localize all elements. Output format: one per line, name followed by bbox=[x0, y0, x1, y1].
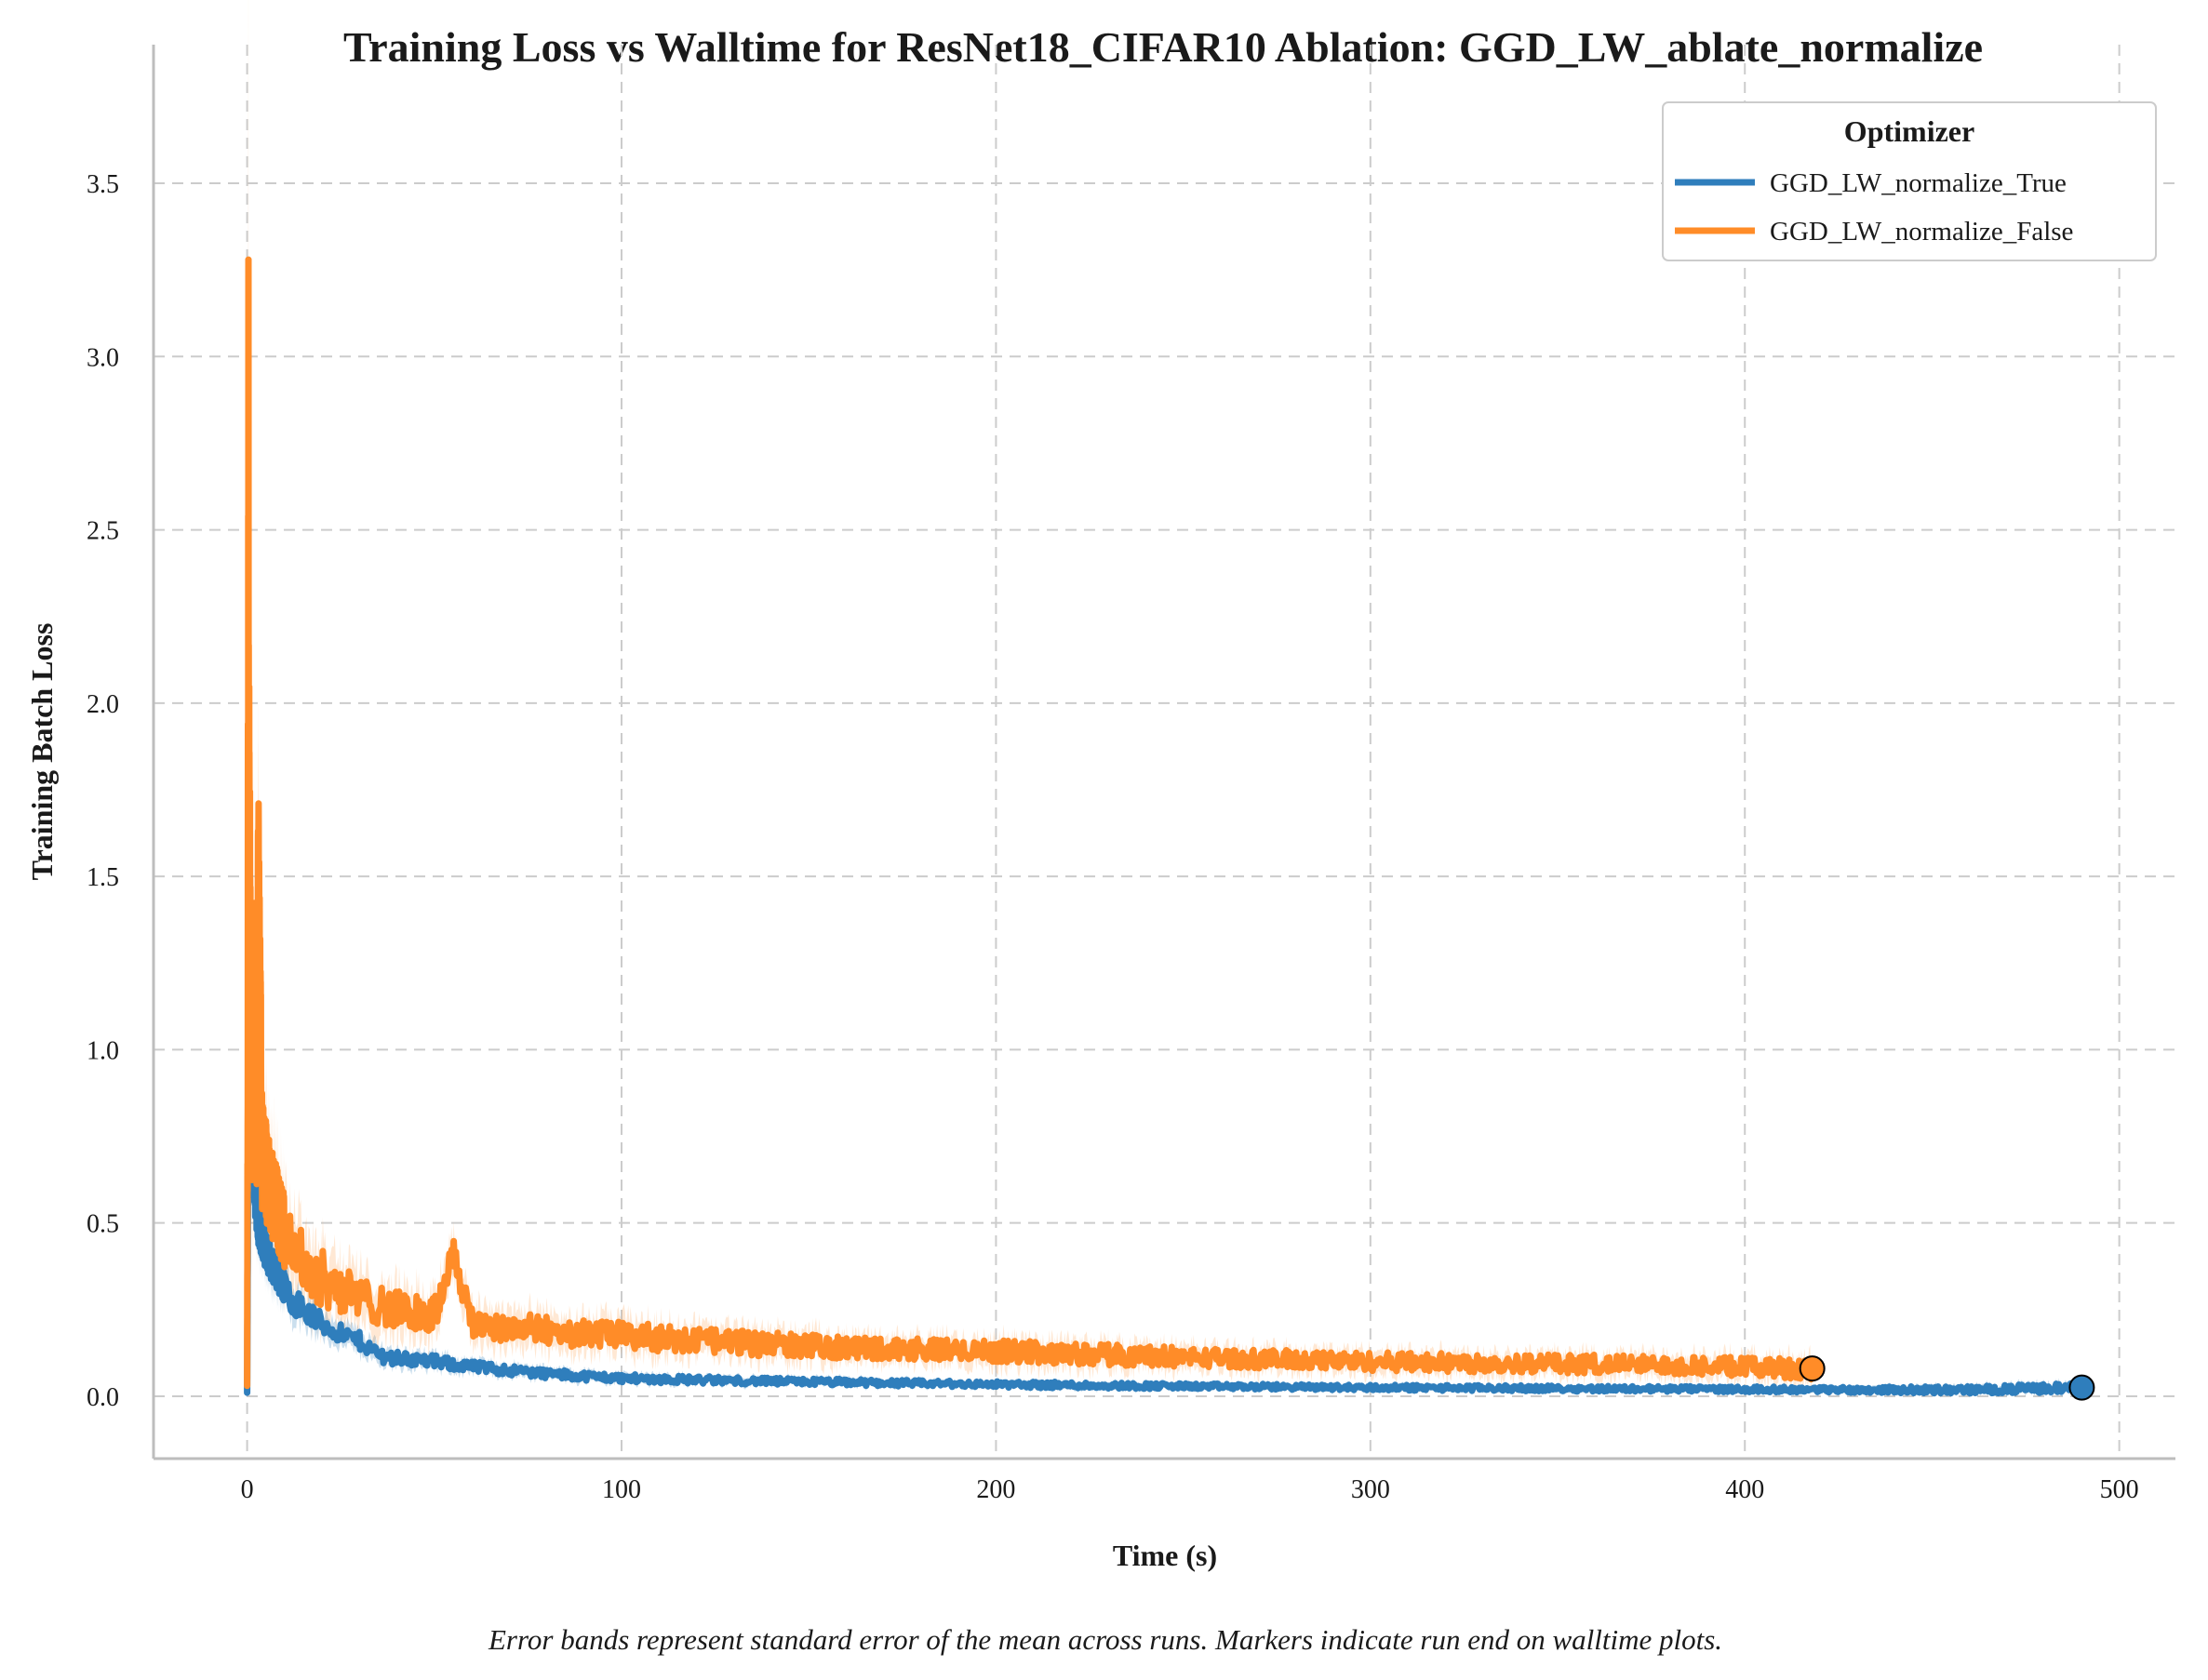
y-tick-label: 2.5 bbox=[87, 517, 119, 546]
run-end-markers bbox=[1799, 1355, 2095, 1401]
y-axis-label: Training Batch Loss bbox=[25, 623, 59, 881]
grid-lines bbox=[154, 45, 2175, 1459]
chart-title: Training Loss vs Walltime for ResNet18_C… bbox=[343, 23, 1983, 71]
x-axis-ticks: 0 100 200 300 400 500 bbox=[241, 1475, 2139, 1504]
series-line-1 bbox=[244, 256, 1816, 1390]
y-tick-label: 3.0 bbox=[87, 343, 119, 372]
y-tick-label: 0.5 bbox=[87, 1210, 119, 1239]
run-end-marker-0 bbox=[2068, 1374, 2095, 1401]
legend-label-true: GGD_LW_normalize_True bbox=[1770, 168, 2067, 198]
y-tick-label: 0.0 bbox=[87, 1383, 119, 1412]
x-tick-label: 0 bbox=[241, 1475, 254, 1504]
y-axis-ticks: 0.0 0.5 1.0 1.5 2.0 2.5 3.0 3.5 bbox=[87, 170, 119, 1412]
y-tick-label: 1.5 bbox=[87, 863, 119, 892]
y-tick-label: 3.5 bbox=[87, 170, 119, 199]
series-line-0 bbox=[244, 965, 2085, 1397]
error-band-1 bbox=[247, 0, 1813, 1396]
x-tick-label: 100 bbox=[602, 1475, 641, 1504]
legend: Optimizer GGD_LW_normalize_True GGD_LW_n… bbox=[1662, 101, 2157, 261]
legend-label-false: GGD_LW_normalize_False bbox=[1770, 217, 2073, 247]
x-tick-label: 300 bbox=[1351, 1475, 1390, 1504]
y-tick-label: 2.0 bbox=[87, 690, 119, 719]
run-end-marker-1 bbox=[1799, 1355, 1826, 1382]
x-axis-label: Time (s) bbox=[1113, 1539, 1217, 1572]
x-tick-label: 500 bbox=[2100, 1475, 2139, 1504]
y-tick-label: 1.0 bbox=[87, 1036, 119, 1065]
x-tick-label: 200 bbox=[976, 1475, 1015, 1504]
chart-caption: Error bands represent standard error of … bbox=[488, 1623, 1722, 1656]
x-tick-label: 400 bbox=[1725, 1475, 1764, 1504]
legend-title: Optimizer bbox=[1844, 114, 1974, 148]
series-lines bbox=[244, 256, 2085, 1397]
legend-box bbox=[1662, 101, 2157, 261]
